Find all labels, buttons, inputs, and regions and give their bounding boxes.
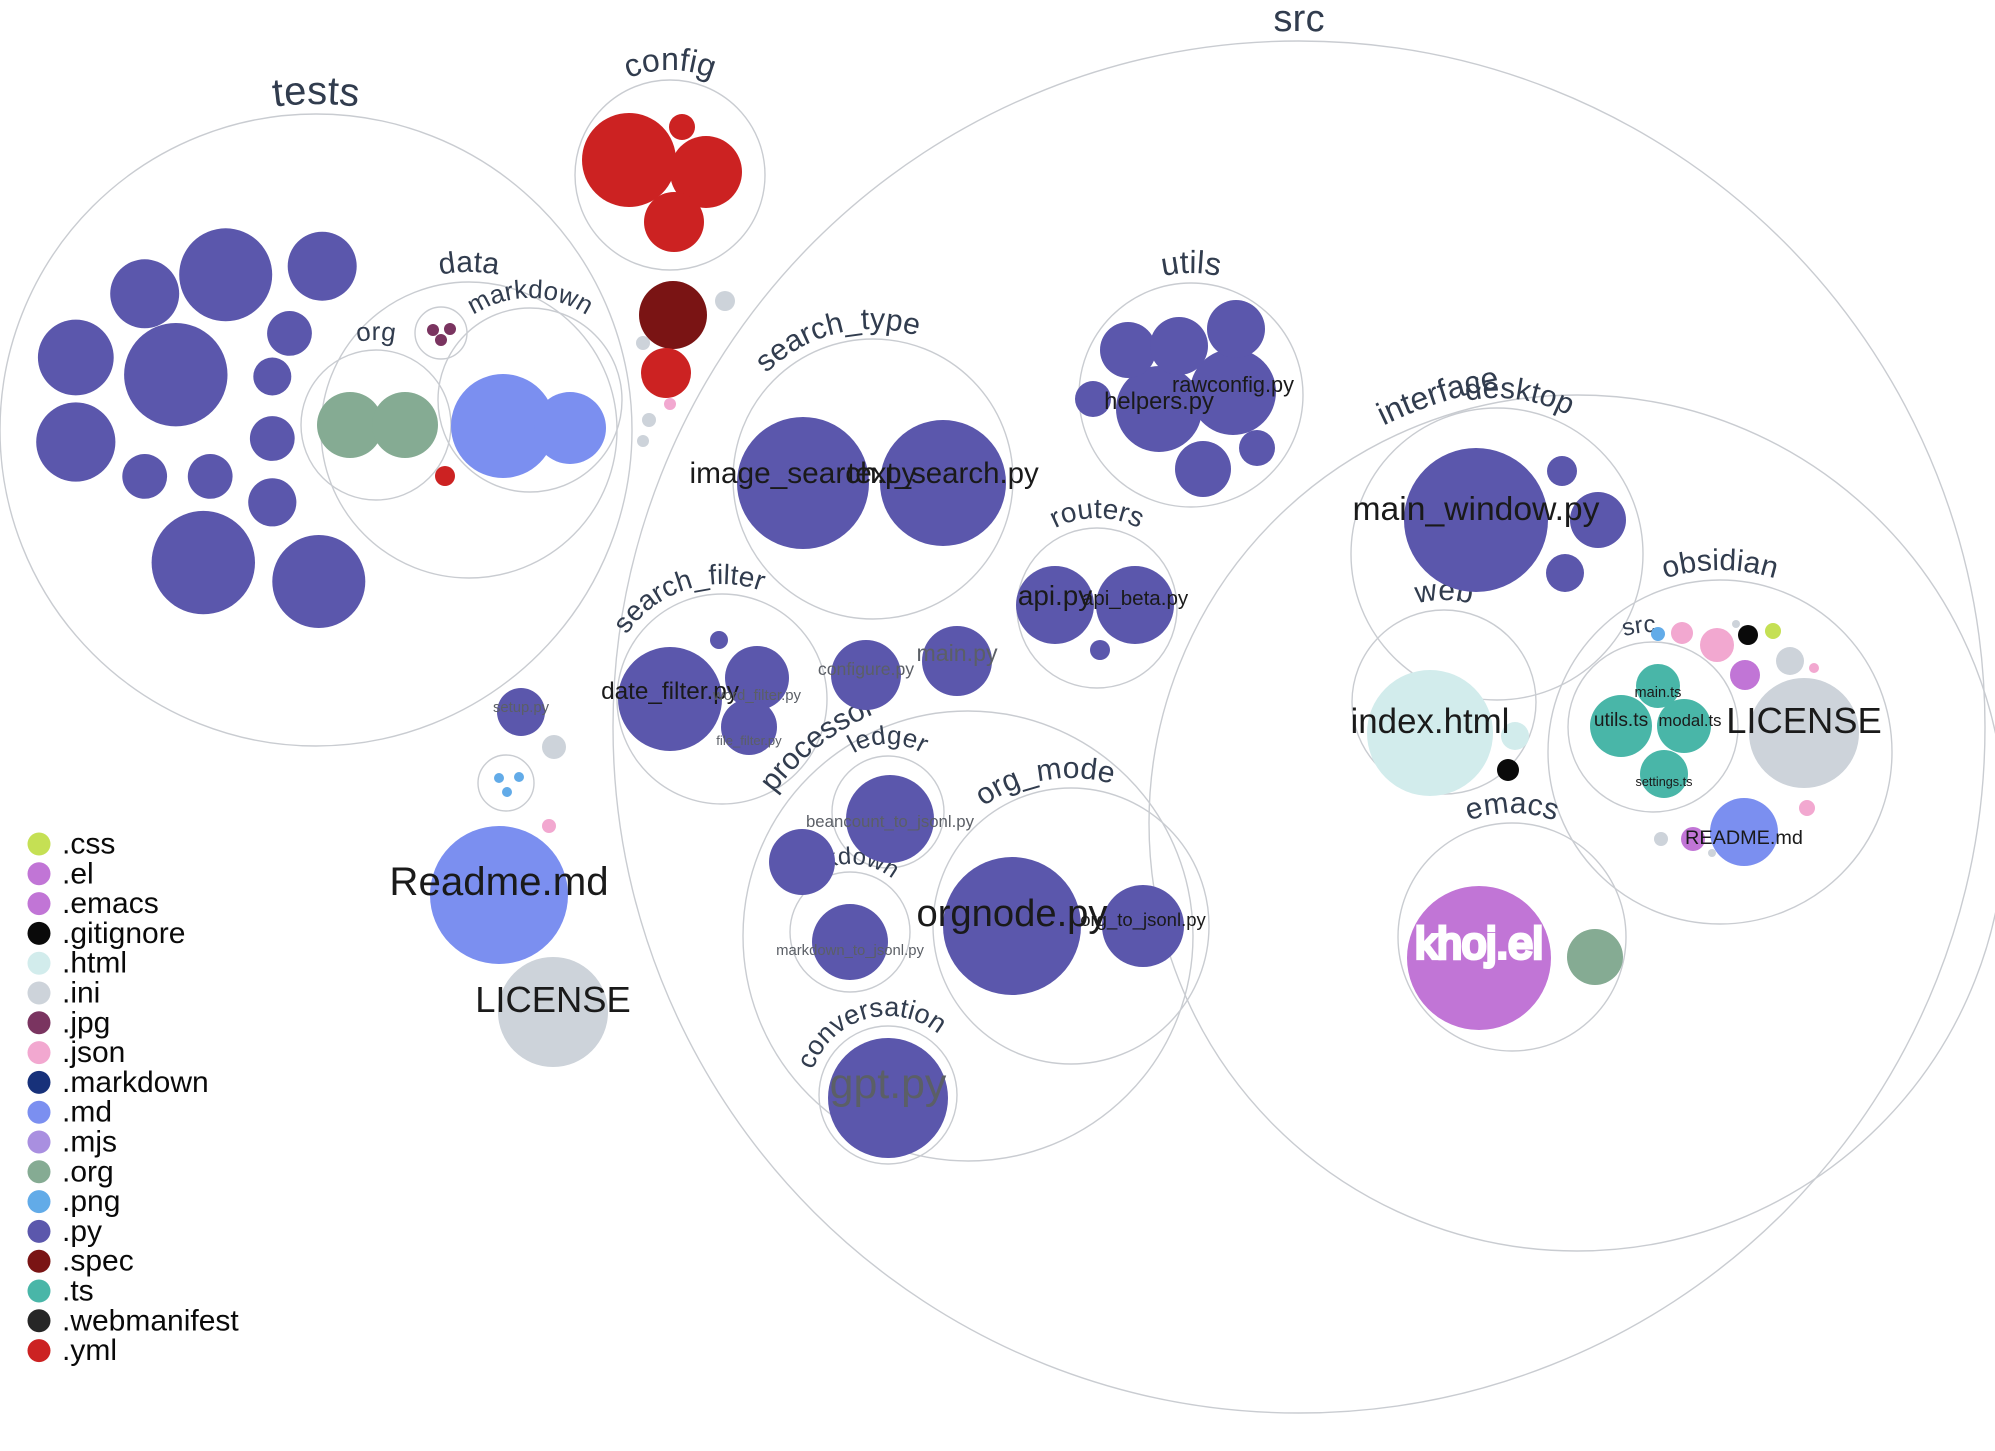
svg-text:.gitignore: .gitignore bbox=[62, 917, 185, 950]
svg-text:text_search.py: text_search.py bbox=[847, 457, 1039, 490]
svg-text:api_beta.py: api_beta.py bbox=[1082, 587, 1189, 610]
svg-text:utils: utils bbox=[1158, 244, 1224, 283]
svg-text:Readme.md: Readme.md bbox=[389, 859, 608, 904]
svg-text:.html: .html bbox=[62, 947, 127, 980]
svg-text:README.md: README.md bbox=[1685, 827, 1803, 849]
svg-text:tests: tests bbox=[270, 69, 362, 116]
svg-text:.mjs: .mjs bbox=[62, 1126, 117, 1159]
svg-text:modal.ts: modal.ts bbox=[1658, 711, 1721, 730]
svg-text:obsidian: obsidian bbox=[1658, 544, 1782, 585]
svg-text:org: org bbox=[354, 316, 398, 348]
svg-text:src: src bbox=[1273, 0, 1325, 40]
svg-text:org_to_jsonl.py: org_to_jsonl.py bbox=[1080, 909, 1206, 931]
svg-text:.py: .py bbox=[62, 1215, 102, 1248]
svg-text:settings.ts: settings.ts bbox=[1636, 775, 1693, 789]
svg-text:markdown: markdown bbox=[462, 274, 599, 320]
svg-text:main.py: main.py bbox=[916, 640, 997, 666]
svg-text:.el: .el bbox=[62, 857, 94, 890]
svg-text:LICENSE: LICENSE bbox=[475, 979, 631, 1020]
svg-text:data: data bbox=[436, 246, 501, 282]
svg-text:main_window.py: main_window.py bbox=[1353, 491, 1600, 528]
svg-text:.yml: .yml bbox=[62, 1334, 117, 1367]
svg-text:.webmanifest: .webmanifest bbox=[62, 1304, 239, 1337]
svg-text:.css: .css bbox=[62, 828, 115, 861]
svg-text:markdown_to_jsonl.py: markdown_to_jsonl.py bbox=[776, 943, 924, 959]
svg-text:file_filter.py: file_filter.py bbox=[716, 733, 782, 748]
svg-text:.json: .json bbox=[62, 1036, 125, 1069]
svg-text:beancount_to_jsonl.py: beancount_to_jsonl.py bbox=[806, 812, 975, 831]
svg-text:.md: .md bbox=[62, 1096, 112, 1129]
svg-text:desktop: desktop bbox=[1463, 372, 1580, 422]
svg-text:.png: .png bbox=[62, 1185, 120, 1218]
svg-text:.emacs: .emacs bbox=[62, 887, 159, 920]
svg-text:setup.py: setup.py bbox=[493, 700, 550, 716]
svg-text:.spec: .spec bbox=[62, 1245, 134, 1278]
svg-text:.ts: .ts bbox=[62, 1275, 94, 1308]
svg-text:.jpg: .jpg bbox=[62, 1006, 110, 1039]
svg-text:.markdown: .markdown bbox=[62, 1066, 209, 1099]
svg-text:src: src bbox=[1619, 611, 1656, 642]
svg-text:utils.ts: utils.ts bbox=[1594, 710, 1648, 731]
svg-text:index.html: index.html bbox=[1351, 702, 1510, 741]
svg-text:.ini: .ini bbox=[62, 977, 100, 1010]
svg-text:word_filter.py: word_filter.py bbox=[712, 687, 802, 704]
svg-text:gpt.py: gpt.py bbox=[830, 1060, 947, 1108]
svg-text:config: config bbox=[619, 41, 721, 85]
svg-text:khoj.el: khoj.el bbox=[1415, 919, 1542, 968]
svg-text:LICENSE: LICENSE bbox=[1726, 700, 1882, 741]
svg-text:.org: .org bbox=[62, 1155, 114, 1188]
svg-text:rawconfig.py: rawconfig.py bbox=[1172, 372, 1294, 397]
svg-text:emacs: emacs bbox=[1461, 787, 1563, 828]
svg-text:org_mode: org_mode bbox=[969, 752, 1118, 812]
svg-text:main.ts: main.ts bbox=[1635, 685, 1682, 701]
svg-text:configure.py: configure.py bbox=[818, 659, 914, 679]
